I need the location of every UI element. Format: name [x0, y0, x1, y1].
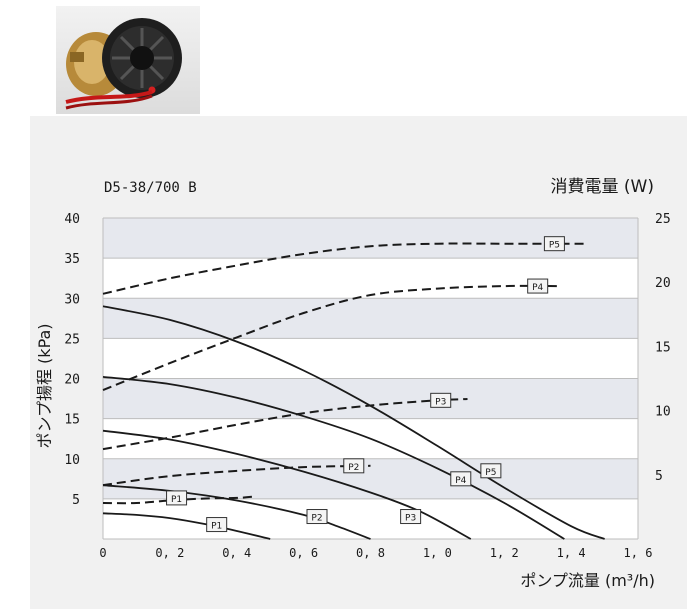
power-curve-p4: [102, 284, 562, 392]
head-curve-p2: [102, 484, 371, 540]
head-label-p4: P4: [450, 471, 472, 487]
label-box: [206, 517, 228, 533]
grid-band: [103, 338, 638, 379]
label-box: [543, 236, 565, 252]
right-tick-labels: 25 20 15 10 5: [655, 212, 671, 484]
product-photo: [0, 0, 222, 116]
background-bands: [103, 218, 638, 539]
label-text: P3: [405, 514, 416, 524]
right-tick-label: 15: [655, 340, 671, 355]
head-label-p3: P3: [400, 509, 422, 525]
label-box: [450, 471, 472, 487]
right-tick-label: 20: [655, 276, 671, 291]
label-box: [480, 463, 502, 479]
left-tick-label: 10: [64, 453, 80, 468]
x-tick-label: 0, 6: [289, 546, 318, 560]
label-text: P1: [171, 495, 182, 505]
x-tick-label: 0: [99, 546, 106, 560]
power-label-p5: P5: [543, 236, 565, 252]
left-tick-label: 20: [64, 373, 80, 388]
head-label-p2: P2: [306, 509, 328, 525]
x-tick-label: 1, 4: [557, 546, 586, 560]
x-tick-label: 0, 4: [222, 546, 251, 560]
label-text: P5: [549, 241, 560, 251]
left-tick-label: 35: [64, 252, 80, 267]
label-text: P2: [311, 514, 322, 524]
head-curve-p1: [102, 512, 271, 540]
label-text: P5: [485, 468, 496, 478]
label-box: [400, 509, 422, 525]
pump-image: [56, 6, 200, 114]
label-box: [430, 392, 452, 408]
pump-illustration: [65, 18, 182, 110]
label-text: P2: [348, 463, 359, 473]
right-tick-label: 5: [655, 469, 663, 484]
chart-panel: D5-38/700 B 消費電量 (W) ポンプ揚程 (kPa) ポンプ流量 (…: [30, 116, 687, 609]
left-tick-label: 40: [64, 212, 80, 227]
power-curve-p2: [102, 464, 371, 487]
label-box: [166, 490, 188, 506]
label-text: P4: [532, 283, 543, 293]
x-tick-label: 0, 8: [356, 546, 385, 560]
right-tick-label: 10: [655, 405, 671, 420]
grid-band: [103, 298, 638, 339]
x-tick-label: 1, 0: [423, 546, 452, 560]
pump-curve-chart: D5-38/700 B 消費電量 (W) ポンプ揚程 (kPa) ポンプ流量 (…: [35, 177, 671, 590]
power-label-p3: P3: [430, 392, 452, 408]
head-curve-p4: [102, 376, 565, 540]
label-text: P4: [455, 476, 466, 486]
label-box: [306, 509, 328, 525]
head-label-p1: P1: [206, 517, 228, 533]
grid-band: [103, 258, 638, 299]
power-label-p1: P1: [166, 490, 188, 506]
power-curve-p5: [102, 242, 588, 295]
left-tick-label: 5: [72, 493, 80, 508]
label-text: P1: [211, 522, 222, 532]
left-tick-label: 25: [64, 332, 80, 347]
grid-band: [103, 378, 638, 419]
x-tick-labels: 0 0, 2 0, 4 0, 6 0, 8 1, 0 1, 2 1, 4 1, 6: [99, 546, 652, 560]
grid-lines: [102, 217, 639, 540]
power-axis-title: 消費電量 (W): [551, 177, 654, 197]
power-label-p2: P2: [343, 458, 365, 474]
left-tick-label: 15: [64, 413, 80, 428]
flow-axis-title: ポンプ流量 (m³/h): [520, 571, 655, 590]
curve-labels: P1 P2 P3 P4 P5 P1 P2 P3 P4 P5: [166, 236, 565, 533]
left-tick-labels: 40 35 30 25 20 15 10 5: [64, 212, 80, 508]
x-tick-label: 1, 6: [624, 546, 653, 560]
label-text: P3: [435, 397, 446, 407]
power-curve-p1: [102, 495, 254, 505]
head-axis-title: ポンプ揚程 (kPa): [35, 323, 54, 448]
x-tick-label: 0, 2: [155, 546, 184, 560]
right-tick-label: 25: [655, 212, 671, 227]
power-label-p4: P4: [527, 278, 549, 294]
head-label-p5: P5: [480, 463, 502, 479]
label-box: [343, 458, 365, 474]
model-label: D5-38/700 B: [104, 180, 197, 196]
grid-band: [103, 498, 638, 539]
x-tick-label: 1, 2: [490, 546, 519, 560]
left-tick-label: 30: [64, 292, 80, 307]
label-box: [527, 278, 549, 294]
